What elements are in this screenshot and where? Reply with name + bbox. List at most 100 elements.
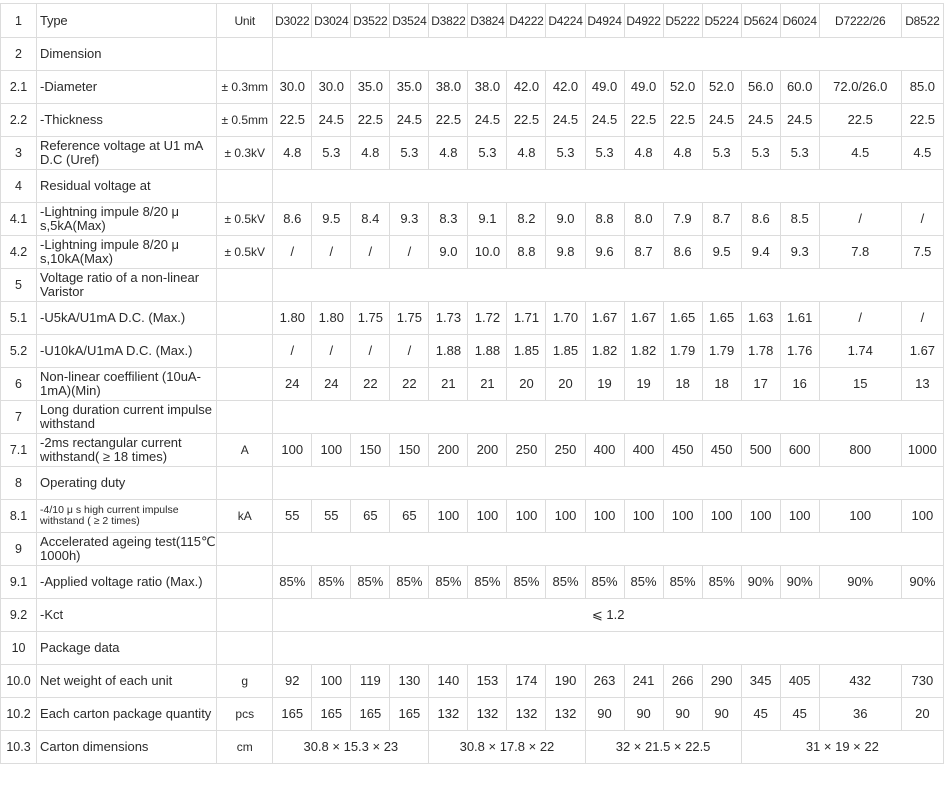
model-header: D4222 (506, 3, 547, 38)
value-cell: 24 (272, 367, 313, 401)
value-cell: 22.5 (623, 103, 664, 137)
value-cell: 800 (818, 433, 902, 467)
table-row: 7 Long duration current impulse withstand (0, 400, 944, 434)
value-cell: 100 (545, 499, 586, 533)
row-unit (216, 367, 274, 401)
value-cell: 20 (506, 367, 547, 401)
value-cell: / (900, 301, 945, 335)
value-cell: 9.5 (311, 202, 352, 236)
value-cell: 1.88 (428, 334, 469, 368)
value-cell: 85% (389, 565, 430, 599)
value-cell: 17 (740, 367, 781, 401)
value-cell: 30.0 (272, 70, 313, 104)
type-header: Type (36, 3, 218, 38)
value-cell: 8.6 (662, 235, 703, 269)
value-cell: 85.0 (900, 70, 945, 104)
value-cell: 90 (584, 697, 625, 731)
empty-cell (272, 37, 944, 71)
table-row: 4 Residual voltage at (0, 169, 944, 203)
value-cell: 45 (779, 697, 820, 731)
value-cell: 100 (506, 499, 547, 533)
span-value: ⩽ 1.2 (272, 598, 944, 632)
row-number: 2 (0, 37, 38, 71)
value-cell: 266 (662, 664, 703, 698)
value-cell: 7.5 (900, 235, 945, 269)
row-description: Long duration current impulse withstand (36, 400, 218, 434)
value-cell: 405 (779, 664, 820, 698)
value-cell: 140 (428, 664, 469, 698)
value-cell: 90 (623, 697, 664, 731)
value-cell: 55 (311, 499, 352, 533)
value-cell: 22.5 (662, 103, 703, 137)
value-cell: 8.0 (623, 202, 664, 236)
value-cell: 5.3 (467, 136, 508, 170)
table-row: 4.1 -Lightning impule 8/20 μ s,5kA(Max) ± … (0, 202, 945, 236)
value-cell: 90% (818, 565, 902, 599)
value-cell: 9.3 (779, 235, 820, 269)
value-cell: 165 (272, 697, 313, 731)
value-cell: 100 (701, 499, 742, 533)
value-cell: 4.8 (506, 136, 547, 170)
value-cell: 85% (545, 565, 586, 599)
value-cell: 1.67 (623, 301, 664, 335)
row-unit (216, 565, 274, 599)
value-cell: 132 (428, 697, 469, 731)
row-unit: pcs (216, 697, 274, 731)
row-number: 6 (0, 367, 38, 401)
value-cell: / (389, 235, 430, 269)
row-unit (216, 466, 274, 500)
row-unit (216, 37, 274, 71)
value-cell: 1.80 (272, 301, 313, 335)
value-cell: 52.0 (662, 70, 703, 104)
value-cell: 432 (818, 664, 902, 698)
row-description: -Lightning impule 8/20 μ s,10kA(Max) (36, 235, 218, 269)
value-cell: 1.67 (900, 334, 945, 368)
value-cell: 85% (701, 565, 742, 599)
value-cell: 8.2 (506, 202, 547, 236)
value-cell: 1.85 (545, 334, 586, 368)
row-number: 8 (0, 466, 38, 500)
value-cell: 241 (623, 664, 664, 698)
value-cell: 24 (311, 367, 352, 401)
row-description: Reference voltage at U1 mA D.C (Uref) (36, 136, 218, 170)
row-description: Each carton package quantity (36, 697, 218, 731)
row-unit (216, 334, 274, 368)
model-header: D3822 (428, 3, 469, 38)
row-number: 10.3 (0, 730, 38, 764)
value-cell: 400 (584, 433, 625, 467)
value-cell: 450 (701, 433, 742, 467)
value-cell: 5.3 (311, 136, 352, 170)
value-cell: 55 (272, 499, 313, 533)
value-cell: 153 (467, 664, 508, 698)
value-cell: 1.61 (779, 301, 820, 335)
value-cell: 8.6 (740, 202, 781, 236)
model-header: D3524 (389, 3, 430, 38)
value-cell: 52.0 (701, 70, 742, 104)
value-cell: 24.5 (701, 103, 742, 137)
row-unit: ± 0.5kV (216, 235, 274, 269)
value-cell: 38.0 (428, 70, 469, 104)
carton-dimension: 30.8 × 15.3 × 23 (272, 730, 430, 764)
value-cell: / (311, 235, 352, 269)
row-description: Operating duty (36, 466, 218, 500)
value-cell: 20 (900, 697, 945, 731)
value-cell: 1.74 (818, 334, 902, 368)
value-cell: 85% (272, 565, 313, 599)
table-row: 10.2 Each carton package quantity pcs 165 16… (0, 697, 945, 731)
value-cell: 4.8 (428, 136, 469, 170)
value-cell: 10.0 (467, 235, 508, 269)
table-row: 3 Reference voltage at U1 mA D.C (Uref) ± … (0, 136, 945, 170)
value-cell: 24.5 (584, 103, 625, 137)
value-cell: 1.75 (350, 301, 391, 335)
empty-cell (272, 631, 944, 665)
row-description: -U5kA/U1mA D.C. (Max.) (36, 301, 218, 335)
value-cell: 1.82 (623, 334, 664, 368)
value-cell: 8.6 (272, 202, 313, 236)
value-cell: 345 (740, 664, 781, 698)
row-number: 5 (0, 268, 38, 302)
table-row: 2 Dimension (0, 37, 944, 71)
value-cell: 100 (740, 499, 781, 533)
value-cell: 100 (584, 499, 625, 533)
value-cell: 1.73 (428, 301, 469, 335)
row-description: Package data (36, 631, 218, 665)
